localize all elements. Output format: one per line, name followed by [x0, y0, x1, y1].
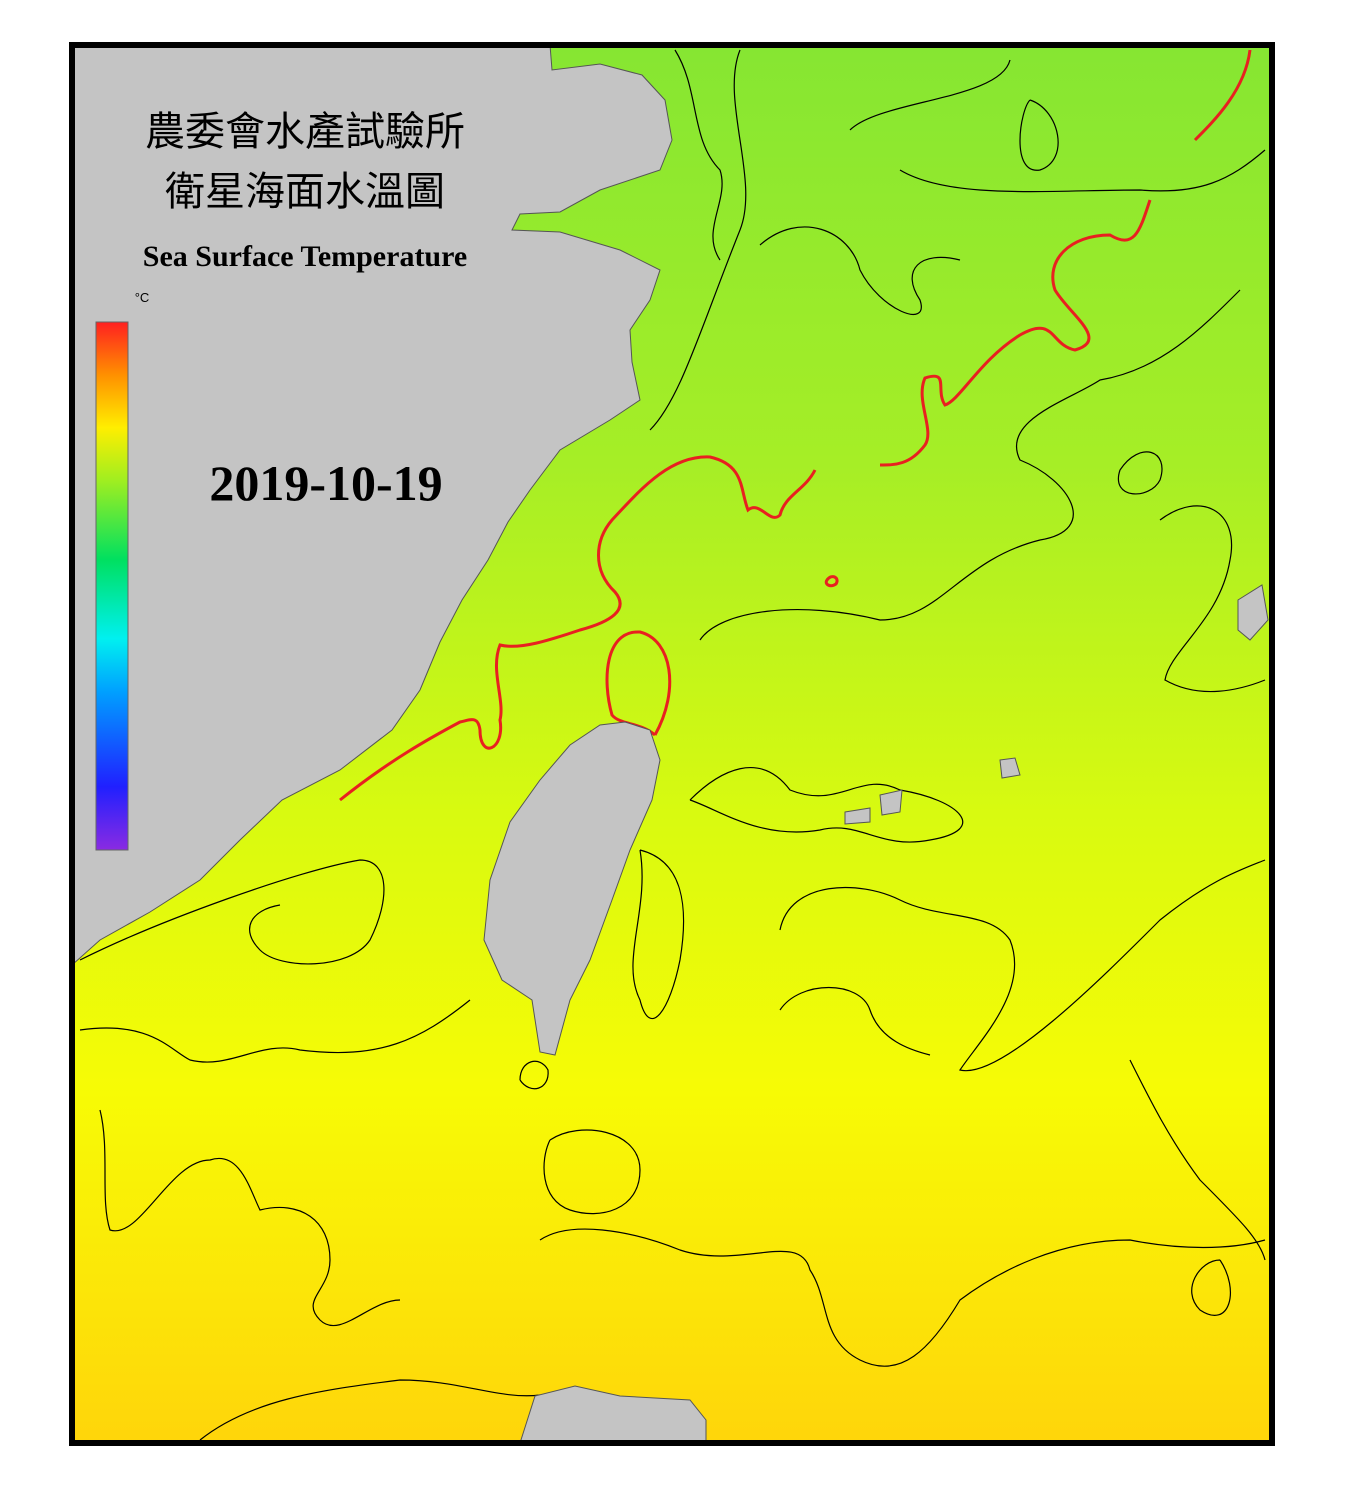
contour-line: [879, 49, 1252, 467]
contour-line: [689, 767, 964, 843]
contour-line: [99, 1109, 401, 1327]
title-en: Sea Surface Temperature: [143, 240, 467, 273]
map-frame: [69, 42, 1275, 1446]
contour-line: [519, 1060, 549, 1090]
island: [1237, 584, 1269, 641]
colorbar: [95, 321, 129, 851]
title-zh: 衛星海面水溫圖: [165, 169, 445, 214]
contour-line: [1129, 1059, 1266, 1261]
land: [72, 45, 1269, 1443]
contour-line: [339, 455, 817, 802]
contour-line: [674, 49, 723, 261]
contour-line: [699, 289, 1241, 641]
contour-line: [649, 49, 747, 431]
contour-line: [79, 999, 471, 1063]
title-zh: 農委會水產試驗所: [145, 109, 465, 154]
taiwan: [483, 721, 661, 1056]
contour-line: [824, 575, 839, 588]
contours: [79, 49, 1266, 1441]
contour-line: [759, 226, 961, 316]
contour-line: [779, 986, 931, 1056]
contour-line: [539, 1228, 1266, 1367]
contour-line: [849, 59, 1266, 193]
colorbar-unit: °C: [135, 290, 150, 305]
contour-line: [1117, 451, 1163, 495]
contour-line: [1191, 1259, 1231, 1316]
contour-line: [632, 849, 685, 1020]
island: [844, 757, 1021, 825]
mainland-china: [72, 45, 673, 966]
date: 2019-10-19: [209, 455, 442, 511]
contour-line: [543, 1129, 641, 1215]
contour-line: [1159, 505, 1266, 693]
contour-line: [1019, 99, 1059, 171]
contour-line: [779, 859, 1266, 1072]
contour-line: [79, 859, 385, 965]
map-layers: [72, 45, 1269, 1443]
contour-line: [199, 1379, 541, 1441]
luzon: [519, 1385, 707, 1443]
